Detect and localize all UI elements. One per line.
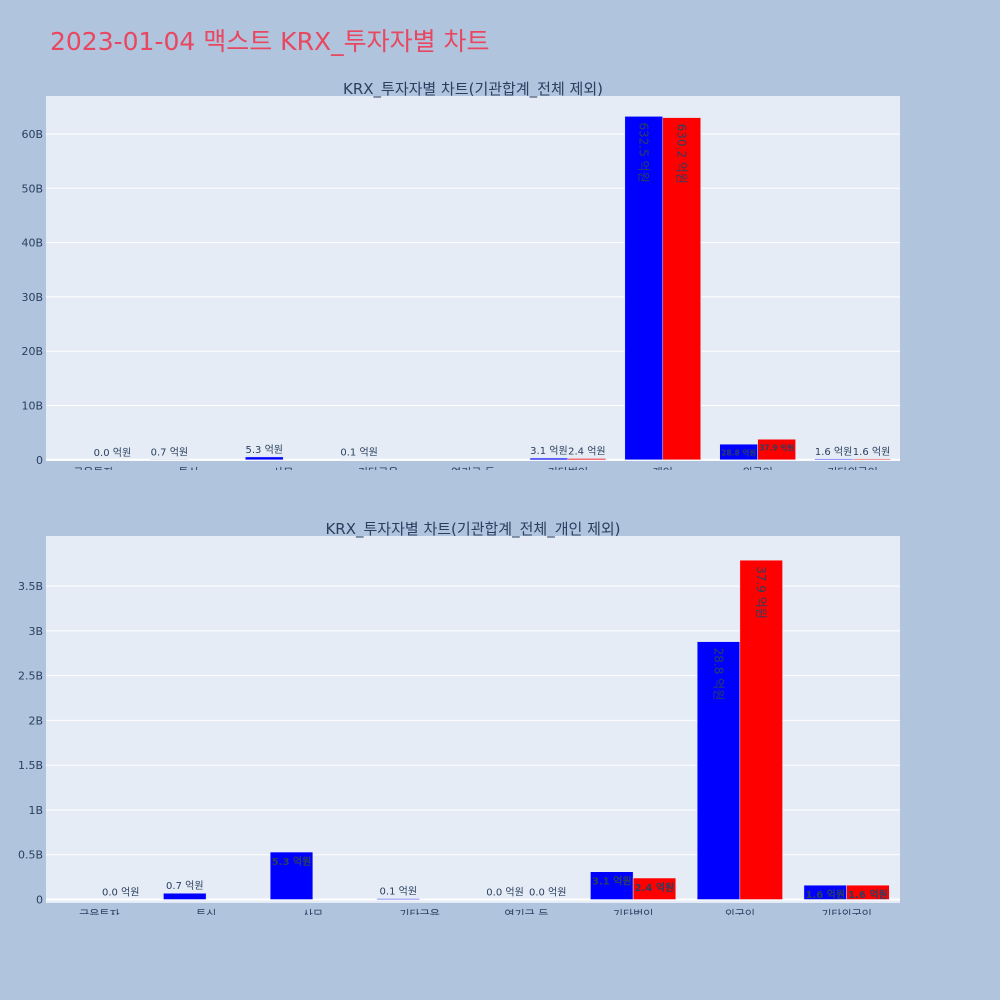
y-tick-label: 3B bbox=[28, 625, 43, 638]
bar-data-label: 0.1 억원 bbox=[380, 886, 417, 898]
x-tick-label: 사모 bbox=[273, 466, 293, 470]
bar bbox=[567, 458, 607, 461]
bar-data-label: 2.4 억원 bbox=[635, 881, 675, 894]
bar bbox=[757, 438, 796, 461]
y-tick-label: 2B bbox=[28, 714, 43, 727]
bar bbox=[814, 458, 853, 461]
y-tick-label: 3.5B bbox=[18, 580, 43, 593]
x-tick-label: 기타외국인 bbox=[827, 466, 878, 470]
chart-title: KRX_투자자별 차트(기관합계_전체_개인 제외) bbox=[325, 520, 620, 539]
x-tick-label: 기타외국인 bbox=[821, 908, 872, 915]
x-tick-label: 외국인 bbox=[742, 466, 772, 470]
x-tick-label: 금융투자 bbox=[73, 466, 113, 470]
bar-data-label: 630.2 억원 bbox=[675, 124, 689, 184]
y-tick-label: 40B bbox=[21, 237, 43, 250]
bar-data-label: 37.9 억원 bbox=[759, 443, 794, 453]
bar-data-label: 3.1 억원 bbox=[530, 445, 567, 457]
bar-data-label: 0.0 억원 bbox=[486, 887, 523, 899]
bar-data-label: 28.8 억원 bbox=[721, 447, 756, 457]
bar bbox=[590, 871, 634, 900]
bar-data-label: 1.6 억원 bbox=[805, 888, 845, 901]
y-tick-label: 30B bbox=[21, 291, 43, 304]
plot-area bbox=[46, 96, 900, 461]
x-tick-label: 기타법인 bbox=[548, 466, 588, 470]
x-tick-label: 기타법인 bbox=[613, 908, 653, 915]
y-tick-label: 2.5B bbox=[18, 670, 43, 683]
y-tick-label: 0.5B bbox=[18, 849, 43, 862]
y-tick-label: 50B bbox=[21, 182, 43, 195]
y-tick-label: 0 bbox=[36, 894, 43, 907]
bar bbox=[269, 851, 314, 900]
bar-data-label: 37.9 억원 bbox=[754, 566, 768, 619]
bar bbox=[529, 457, 569, 461]
x-tick-label: 금융투자 bbox=[79, 908, 119, 915]
bar bbox=[696, 641, 741, 900]
bar-data-label: 0.0 억원 bbox=[529, 887, 566, 899]
x-tick-label: 외국인 bbox=[725, 908, 755, 915]
bar-data-label: 5.3 억원 bbox=[272, 855, 312, 868]
bar bbox=[163, 892, 207, 900]
x-tick-label: 기타금융 bbox=[358, 466, 398, 470]
x-tick-label: 사모 bbox=[303, 908, 323, 915]
bar-data-label: 1.6 억원 bbox=[848, 888, 888, 901]
y-tick-label: 0 bbox=[36, 454, 43, 467]
x-tick-label: 개인 bbox=[653, 466, 673, 470]
bar bbox=[624, 116, 664, 461]
bar bbox=[739, 559, 783, 900]
x-tick-label: 연기금 등 bbox=[504, 908, 548, 915]
bar-data-label: 632.5 억원 bbox=[637, 122, 651, 182]
bar-data-label: 28.8 억원 bbox=[711, 648, 725, 701]
bar bbox=[376, 898, 420, 900]
bar bbox=[846, 884, 890, 900]
y-tick-label: 60B bbox=[21, 128, 43, 141]
y-tick-label: 1.5B bbox=[18, 759, 43, 772]
bar bbox=[662, 117, 701, 461]
bar bbox=[245, 456, 284, 461]
x-tick-label: 투신 bbox=[178, 466, 198, 470]
bar-data-label: 0.0 억원 bbox=[94, 447, 131, 459]
chart-title: KRX_투자자별 차트(기관합계_전체 제외) bbox=[343, 80, 603, 99]
bar-data-label: 0.7 억원 bbox=[166, 880, 203, 892]
x-tick-label: 기타금융 bbox=[399, 908, 439, 915]
bar-data-label: 0.0 억원 bbox=[102, 887, 139, 899]
bar-data-label: 5.3 억원 bbox=[246, 444, 283, 456]
x-tick-label: 연기금 등 bbox=[451, 466, 495, 470]
page-title: 2023-01-04 맥스트 KRX_투자자별 차트 bbox=[50, 27, 490, 56]
y-tick-label: 20B bbox=[21, 345, 43, 358]
bar bbox=[852, 458, 891, 461]
x-tick-label: 투신 bbox=[196, 908, 216, 915]
bar-data-label: 1.6 억원 bbox=[853, 446, 890, 458]
bar-data-label: 2.4 억원 bbox=[568, 445, 605, 457]
y-tick-label: 1B bbox=[28, 804, 43, 817]
bar-data-label: 0.7 억원 bbox=[151, 446, 188, 458]
bar-data-label: 0.1 억원 bbox=[340, 447, 377, 459]
bar-data-label: 3.1 억원 bbox=[592, 875, 632, 888]
y-tick-label: 10B bbox=[21, 400, 43, 413]
bar bbox=[632, 877, 677, 900]
bar-data-label: 1.6 억원 bbox=[815, 446, 852, 458]
